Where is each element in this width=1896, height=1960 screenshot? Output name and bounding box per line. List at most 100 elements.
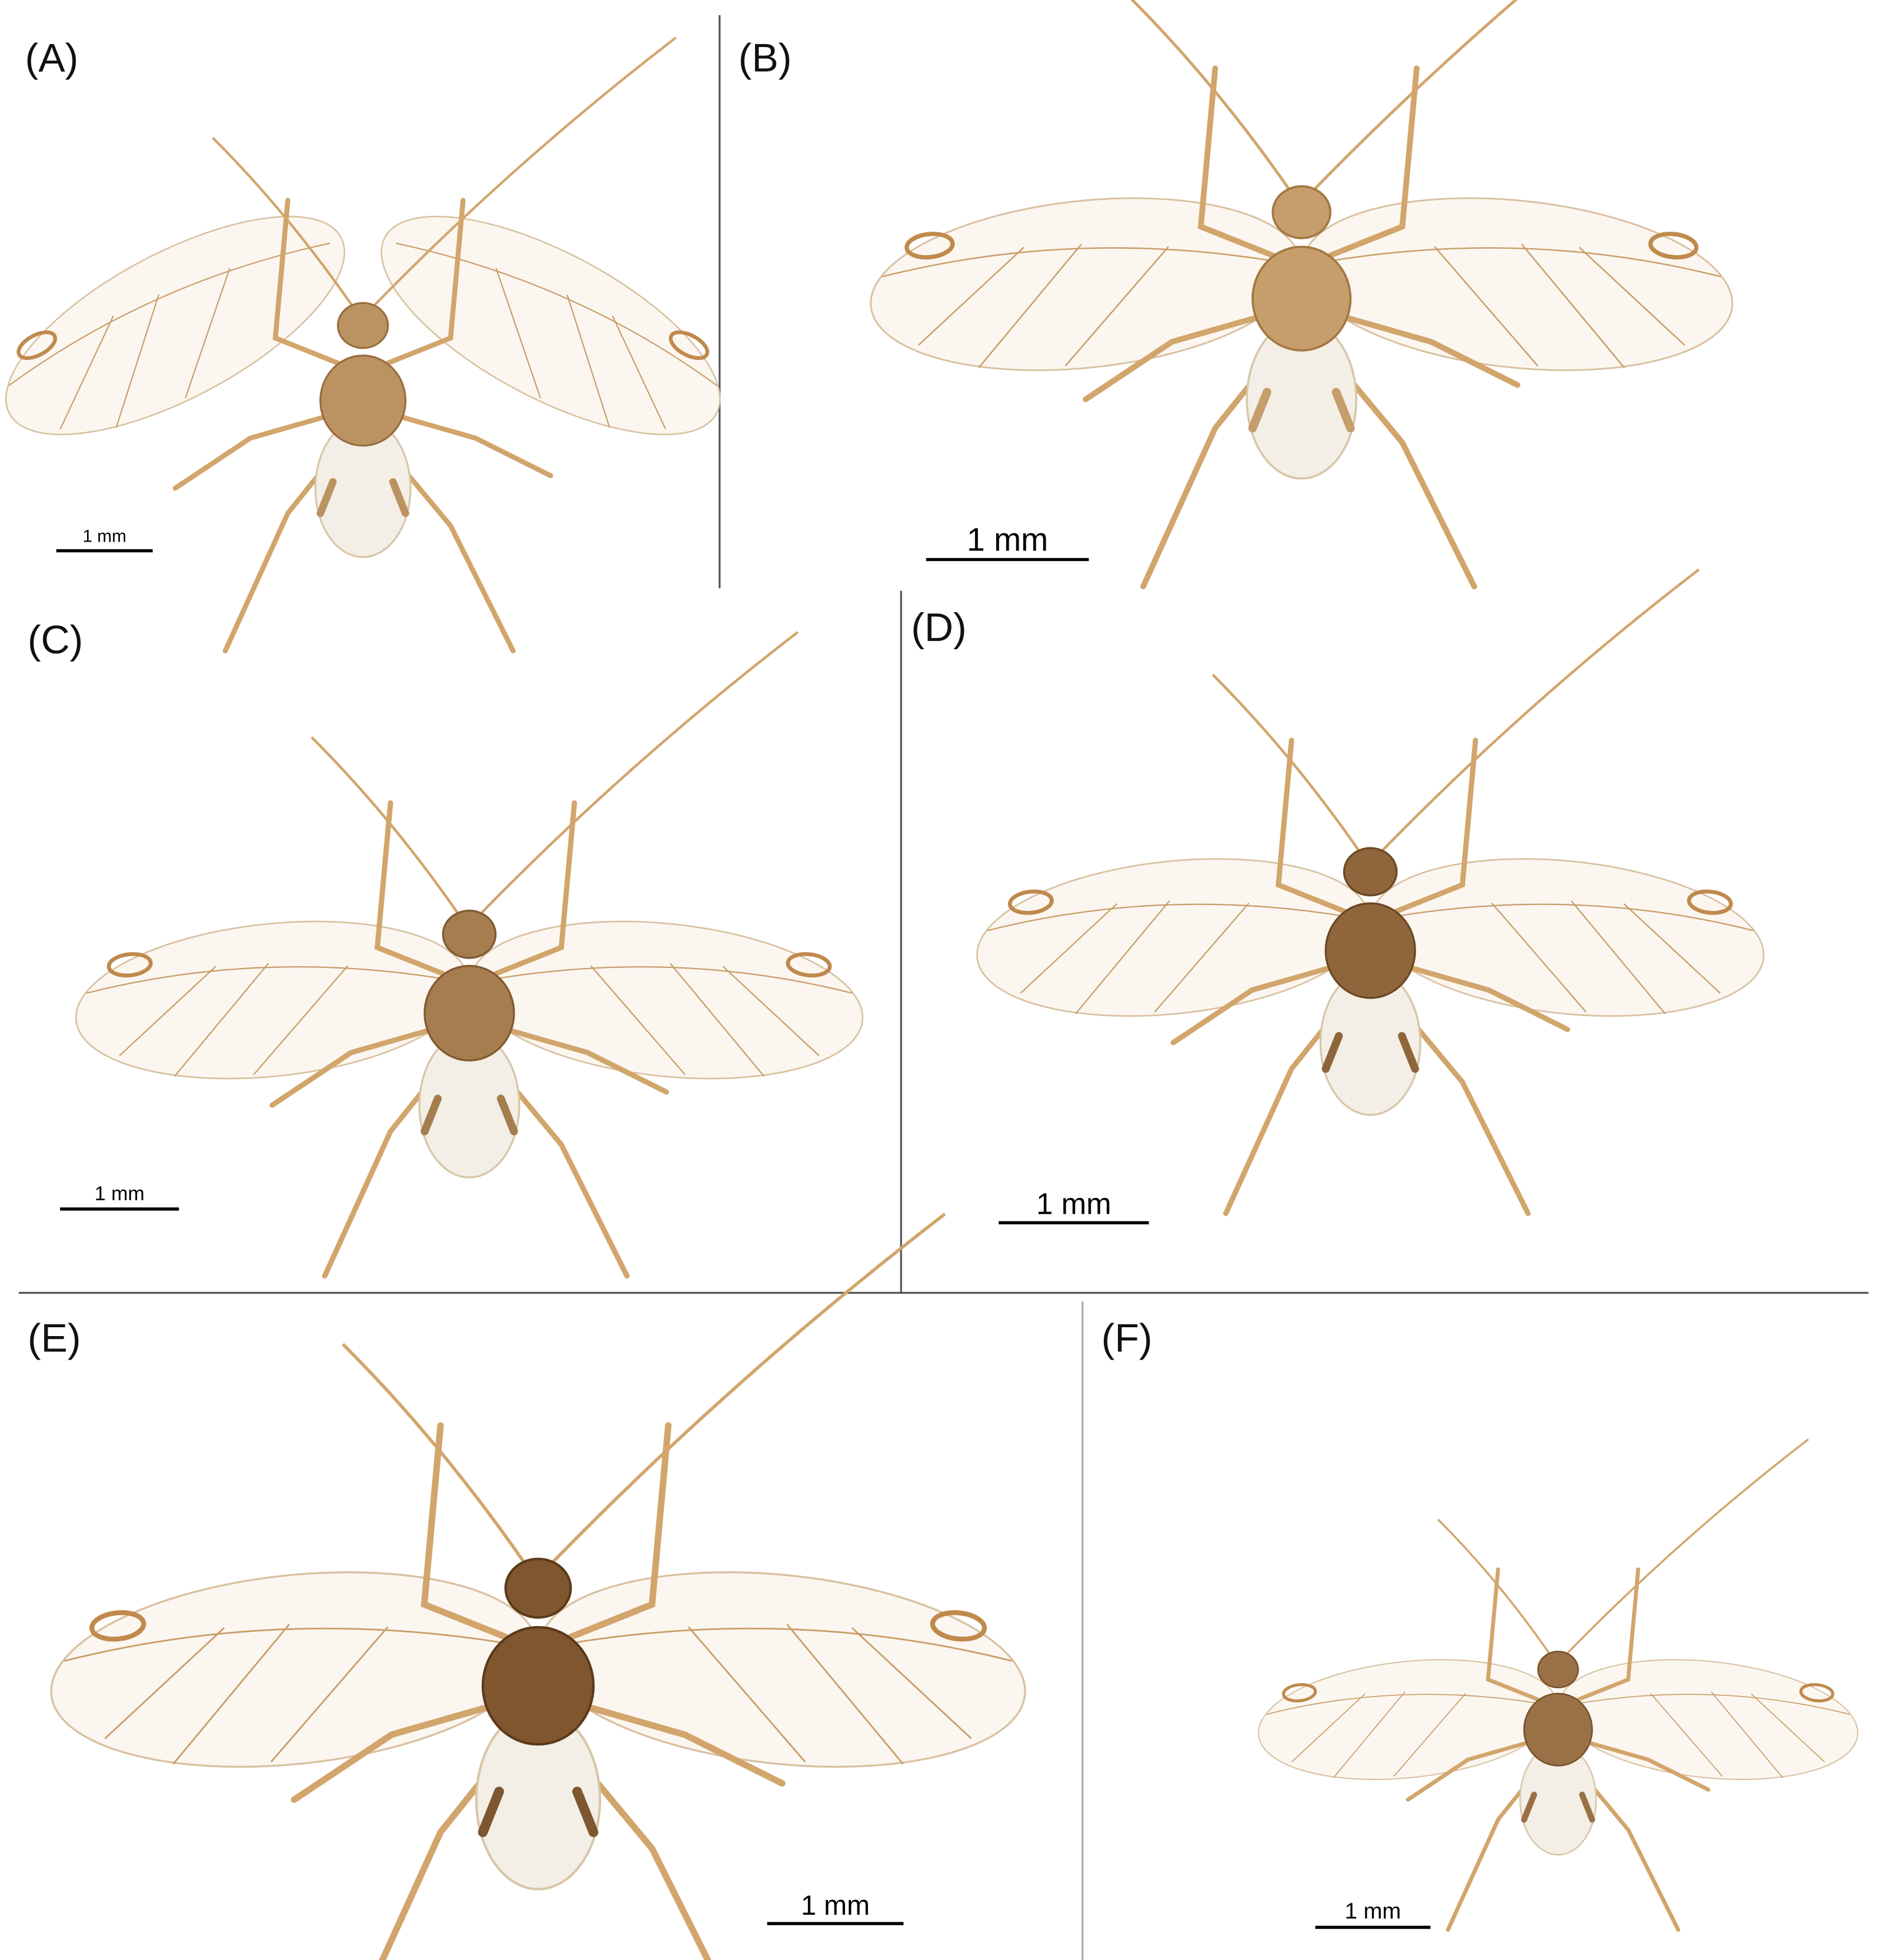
wing (538, 1571, 1026, 1768)
thorax (319, 355, 407, 447)
scale-bar-label: 1 mm (1345, 1899, 1401, 1924)
head (504, 1557, 572, 1619)
leg (291, 1698, 509, 1803)
leg (567, 1698, 786, 1787)
siphunculus (420, 1094, 442, 1136)
leg (1327, 310, 1521, 388)
siphunculus (1321, 1032, 1343, 1073)
head (336, 302, 389, 349)
leg (269, 1023, 446, 1108)
leg (493, 1023, 669, 1095)
wing-membrane (5, 215, 345, 436)
wing (469, 920, 864, 1080)
pterostigma (1281, 1683, 1317, 1702)
siphunculus (1331, 388, 1355, 433)
wing (976, 858, 1370, 1017)
leg (1276, 737, 1347, 914)
aphid-specimen (976, 568, 1765, 1216)
wing-vein (1266, 1691, 1548, 1778)
siphunculus (389, 478, 409, 517)
pterostigma (669, 330, 709, 360)
siphunculus (316, 478, 337, 517)
panel-label: (A) (25, 36, 79, 81)
thorax (481, 1626, 595, 1746)
leg (1576, 1737, 1711, 1792)
pterostigma (16, 330, 57, 360)
panel-label: (D) (911, 605, 967, 650)
pterostigma (1007, 889, 1054, 915)
leg (567, 1422, 672, 1641)
wing-vein (555, 1624, 1013, 1765)
scale-bar-label: 1 mm (1036, 1187, 1111, 1220)
scale-bar-label: 1 mm (967, 522, 1048, 558)
siphunculus (572, 1787, 599, 1838)
wing (75, 920, 469, 1080)
aphid-specimen (5, 36, 721, 654)
leg (1327, 65, 1420, 259)
pterostigma (904, 232, 955, 260)
wing (1301, 197, 1734, 372)
wing-vein (1384, 900, 1754, 1014)
pterostigma (89, 1610, 146, 1642)
siphunculus (478, 1787, 504, 1838)
wing-vein (882, 243, 1287, 369)
panel-label: (C) (28, 617, 84, 662)
thorax (1523, 1692, 1593, 1767)
panel-label: (F) (1101, 1316, 1153, 1361)
leg (374, 800, 446, 977)
leg (1576, 1567, 1641, 1702)
head (1343, 847, 1398, 897)
head (1537, 1651, 1579, 1688)
pterostigma (930, 1610, 987, 1642)
thorax (1251, 245, 1352, 352)
leg (1486, 1567, 1540, 1702)
head (1271, 185, 1331, 239)
scale-bar-label: 1 mm (95, 1183, 145, 1205)
pterostigma (1799, 1683, 1835, 1702)
aphid-specimen (870, 0, 1734, 590)
leg (1406, 1737, 1540, 1802)
antenna (372, 36, 677, 308)
pterostigma (1648, 232, 1699, 260)
wing-membrane (380, 215, 721, 436)
wing (1558, 1659, 1858, 1780)
antenna (212, 136, 354, 308)
wing-vein (86, 963, 456, 1077)
antenna (550, 1213, 946, 1565)
head (442, 909, 497, 959)
antenna (1130, 0, 1291, 192)
siphunculus (496, 1094, 518, 1136)
aphid-specimen (50, 1213, 1026, 1960)
pterostigma (106, 952, 153, 978)
thorax (423, 964, 515, 1062)
leg (385, 198, 466, 366)
panel-label: (B) (739, 36, 792, 81)
siphunculus (1521, 1791, 1537, 1823)
siphunculus (1579, 1791, 1595, 1823)
pterostigma (786, 952, 832, 978)
aphid-specimen (75, 631, 864, 1279)
wing (380, 215, 721, 436)
siphunculus (1248, 388, 1271, 433)
panel-label: (E) (28, 1316, 81, 1361)
antenna (479, 631, 799, 916)
wing-vein (64, 1624, 521, 1765)
siphunculus (1398, 1032, 1419, 1073)
wing-vein (987, 900, 1357, 1014)
wing-vein (396, 242, 718, 430)
antenna (1380, 568, 1700, 853)
leg (1394, 737, 1478, 914)
leg (1394, 961, 1570, 1033)
wing (5, 215, 345, 436)
antenna (1311, 0, 1518, 192)
leg (385, 410, 553, 479)
aphid-specimen (1257, 1438, 1858, 1932)
wing (1370, 858, 1765, 1017)
leg (420, 1422, 509, 1641)
antenna (1565, 1438, 1810, 1655)
wing-vein (1568, 1691, 1850, 1778)
leg (1197, 65, 1276, 259)
antenna (342, 1343, 527, 1565)
wing-vein (483, 963, 853, 1077)
